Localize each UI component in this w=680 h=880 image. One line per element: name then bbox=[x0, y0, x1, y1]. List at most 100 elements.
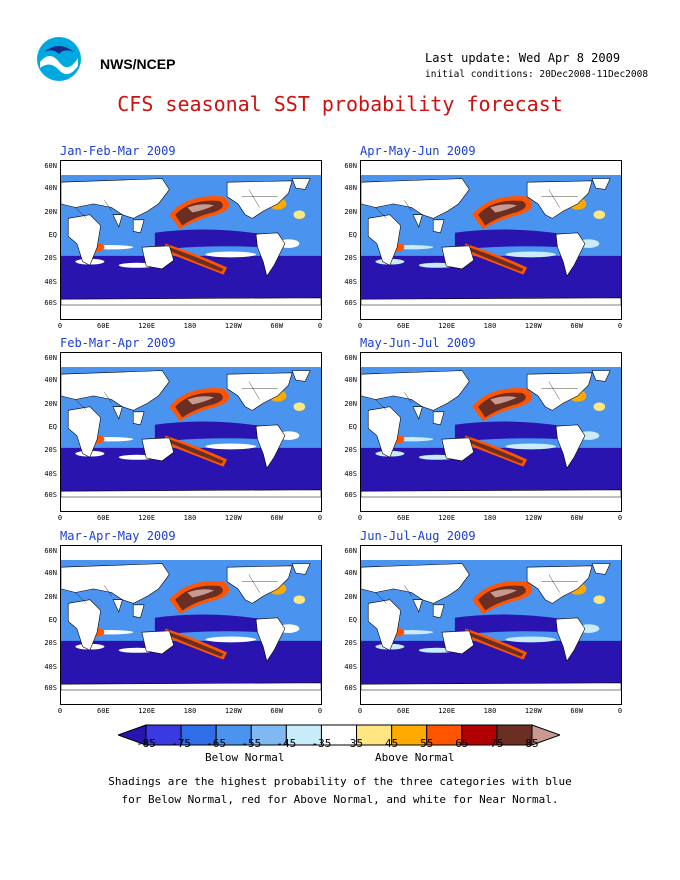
lat-tick-label: 40S bbox=[344, 662, 357, 671]
lon-tick-label: 0 bbox=[57, 707, 63, 715]
lat-tick-label: 40N bbox=[344, 184, 357, 193]
lat-tick-label: 20S bbox=[44, 638, 57, 647]
lon-tick-label: 180 bbox=[483, 514, 497, 522]
lat-tick-label: 60N bbox=[44, 161, 57, 170]
lon-tick-label: 60E bbox=[397, 322, 410, 330]
lat-tick-label: 20S bbox=[44, 445, 57, 454]
lon-tick-label: 60W bbox=[270, 322, 283, 330]
sst-probability-map bbox=[60, 545, 322, 705]
sst-probability-map bbox=[60, 160, 322, 320]
lon-tick-label: 60E bbox=[397, 514, 410, 522]
lon-tick-label: 60W bbox=[570, 707, 583, 715]
lat-tick-label: 20S bbox=[344, 638, 357, 647]
lat-tick-label: 40S bbox=[344, 277, 357, 286]
lon-tick-label: 0 bbox=[57, 322, 63, 330]
lon-tick-label: 120W bbox=[224, 322, 242, 330]
panel-title: Feb-Mar-Apr 2009 bbox=[60, 336, 176, 350]
lon-tick-label: 120W bbox=[224, 514, 242, 522]
lat-tick-label: 60N bbox=[44, 353, 57, 362]
lon-tick-label: 180 bbox=[183, 322, 197, 330]
lat-tick-label: 40S bbox=[344, 469, 357, 478]
lat-tick-label: 20N bbox=[344, 400, 357, 409]
lon-tick-label: 60E bbox=[397, 707, 410, 715]
lon-tick-label: 60W bbox=[570, 514, 583, 522]
lat-tick-label: 60S bbox=[44, 490, 57, 499]
sst-probability-map bbox=[60, 352, 322, 512]
lon-tick-label: 60W bbox=[570, 322, 583, 330]
lat-tick-label: 60S bbox=[44, 298, 57, 307]
lat-tick-label: 60N bbox=[344, 353, 357, 362]
colorbar-tick-label: 85 bbox=[525, 737, 539, 750]
page-title: CFS seasonal SST probability forecast bbox=[117, 92, 563, 116]
below-normal-label: Below Normal bbox=[205, 751, 285, 764]
lat-tick-label: 20N bbox=[44, 593, 57, 602]
panel-title: May-Jun-Jul 2009 bbox=[360, 336, 476, 350]
lon-tick-label: 60E bbox=[97, 322, 110, 330]
colorbar-tick-label: 45 bbox=[385, 737, 399, 750]
lon-tick-label: 60E bbox=[97, 707, 110, 715]
lat-tick-label: 20N bbox=[344, 593, 357, 602]
footnote-line-2: for Below Normal, red for Above Normal, … bbox=[121, 793, 559, 806]
colorbar-tick-label: 55 bbox=[420, 737, 434, 750]
lat-tick-label: 40S bbox=[44, 662, 57, 671]
lon-tick-label: 120E bbox=[138, 514, 156, 522]
panel-title: Apr-May-Jun 2009 bbox=[360, 144, 476, 158]
lon-tick-label: 120W bbox=[524, 514, 542, 522]
lon-tick-label: 120W bbox=[524, 707, 542, 715]
lat-tick-label: 60N bbox=[344, 161, 357, 170]
footnote-line-1: Shadings are the highest probability of … bbox=[108, 775, 572, 788]
sst-probability-map bbox=[360, 352, 622, 512]
lat-tick-label: 20N bbox=[44, 400, 57, 409]
lon-tick-label: 0 bbox=[357, 322, 363, 330]
lat-tick-label: 40N bbox=[44, 184, 57, 193]
colorbar-tick-label: -55 bbox=[241, 737, 262, 750]
lon-tick-label: 0 bbox=[617, 514, 623, 522]
lat-tick-label: 40N bbox=[44, 569, 57, 578]
lon-tick-label: 120E bbox=[438, 322, 456, 330]
colorbar-tick-label: -85 bbox=[136, 737, 156, 750]
lat-tick-label: EQ bbox=[348, 423, 357, 432]
lon-tick-label: 120E bbox=[138, 322, 156, 330]
lat-tick-label: 60S bbox=[344, 683, 357, 692]
lat-tick-label: 20N bbox=[44, 208, 57, 217]
lat-tick-label: 60S bbox=[344, 490, 357, 499]
sst-probability-map bbox=[360, 160, 622, 320]
lon-tick-label: 0 bbox=[317, 514, 323, 522]
colorbar-tick-label: 75 bbox=[490, 737, 504, 750]
above-normal-label: Above Normal bbox=[375, 751, 455, 764]
lon-tick-label: 120W bbox=[524, 322, 542, 330]
lon-tick-label: 180 bbox=[483, 707, 497, 715]
colorbar-tick-label: -35 bbox=[311, 737, 332, 750]
lon-tick-label: 60E bbox=[97, 514, 110, 522]
colorbar-tick-label: -45 bbox=[276, 737, 297, 750]
panel-title: Jun-Jul-Aug 2009 bbox=[360, 529, 476, 543]
lon-tick-label: 0 bbox=[617, 322, 623, 330]
last-update: Last update: Wed Apr 8 2009 bbox=[425, 51, 621, 65]
lon-tick-label: 120E bbox=[438, 707, 456, 715]
lat-tick-label: EQ bbox=[48, 423, 57, 432]
lat-tick-label: 60S bbox=[44, 683, 57, 692]
lat-tick-label: 20S bbox=[344, 253, 357, 262]
noaa-logo bbox=[37, 37, 81, 81]
colorbar-tick-label: 65 bbox=[455, 737, 469, 750]
lat-tick-label: 40S bbox=[44, 277, 57, 286]
lat-tick-label: 40S bbox=[44, 469, 57, 478]
panel-title: Mar-Apr-May 2009 bbox=[60, 529, 176, 543]
lat-tick-label: 40N bbox=[344, 569, 357, 578]
lon-tick-label: 0 bbox=[357, 514, 363, 522]
lon-tick-label: 0 bbox=[317, 322, 323, 330]
lat-tick-label: EQ bbox=[48, 231, 57, 240]
agency-label: NWS/NCEP bbox=[100, 56, 176, 72]
lat-tick-label: 20N bbox=[344, 208, 357, 217]
lat-tick-label: EQ bbox=[48, 616, 57, 625]
lon-tick-label: 0 bbox=[57, 514, 63, 522]
colorbar bbox=[118, 724, 560, 746]
lat-tick-label: EQ bbox=[348, 231, 357, 240]
lon-tick-label: 120E bbox=[138, 707, 156, 715]
lat-tick-label: 60N bbox=[44, 546, 57, 555]
lon-tick-label: 180 bbox=[483, 322, 497, 330]
lat-tick-label: 60N bbox=[344, 546, 357, 555]
initial-conditions: initial conditions: 20Dec2008-11Dec2008 bbox=[425, 69, 649, 80]
lon-tick-label: 180 bbox=[183, 707, 197, 715]
lon-tick-label: 180 bbox=[183, 514, 197, 522]
